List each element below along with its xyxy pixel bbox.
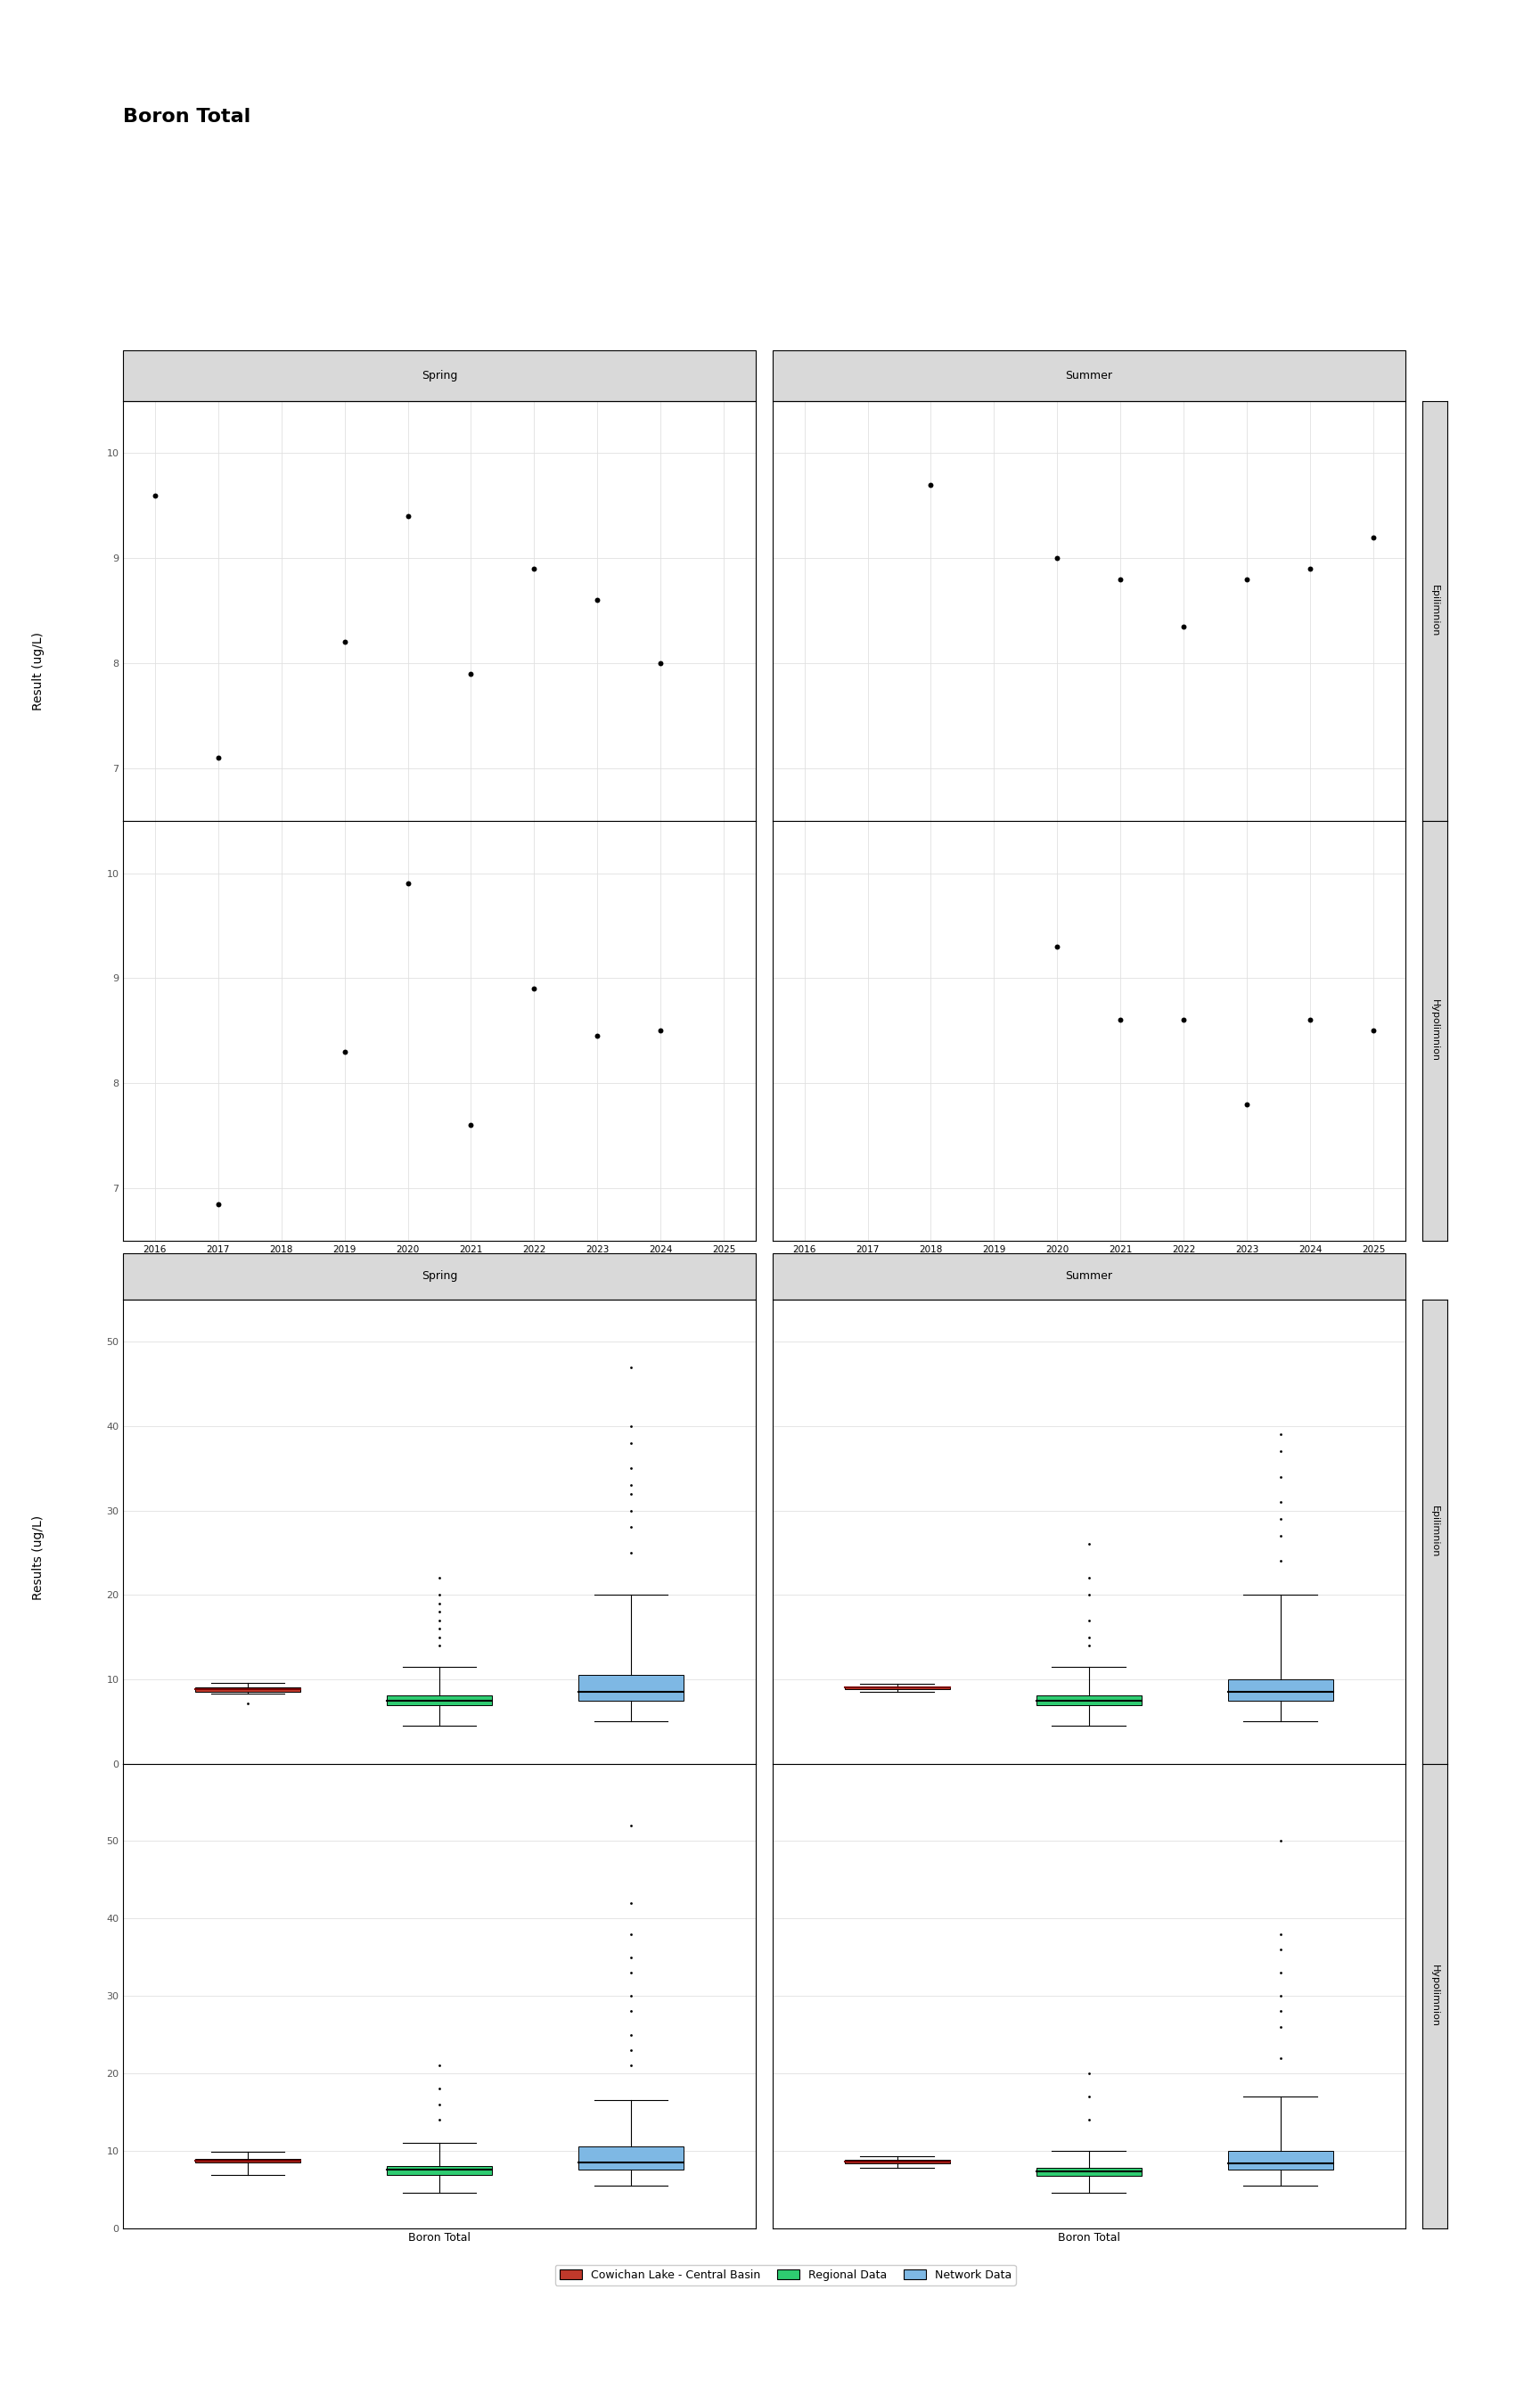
Point [333, 623, 357, 661]
Bar [387, 1696, 493, 1706]
Bar [1227, 2152, 1334, 2171]
Point [1172, 606, 1197, 645]
Point [585, 582, 610, 621]
Point [143, 477, 168, 515]
Bar [844, 1687, 950, 1689]
Text: Epilimnion: Epilimnion [1431, 585, 1440, 637]
Point [206, 1184, 231, 1222]
Point [1361, 1011, 1386, 1049]
Point [206, 738, 231, 776]
Point [585, 1016, 610, 1054]
Point [1109, 561, 1133, 599]
Bar [196, 1687, 300, 1692]
Bar [1036, 2168, 1141, 2176]
Point [333, 1033, 357, 1071]
Point [396, 865, 420, 903]
FancyBboxPatch shape [773, 1253, 1404, 1299]
Text: Hypolimnion: Hypolimnion [1431, 1965, 1440, 2027]
Bar [844, 2159, 950, 2164]
Text: Summer: Summer [1066, 1270, 1112, 1282]
Point [396, 496, 420, 534]
Point [1172, 1002, 1197, 1040]
Point [648, 1011, 673, 1049]
Bar [1227, 1680, 1334, 1701]
Point [1298, 549, 1323, 587]
Text: Results (ug/L): Results (ug/L) [32, 1514, 45, 1601]
Point [1046, 539, 1070, 577]
Bar [579, 1675, 684, 1701]
Text: Boron Total: Boron Total [123, 108, 251, 125]
Text: Epilimnion: Epilimnion [1431, 1505, 1440, 1557]
Bar [196, 2159, 300, 2161]
Point [1361, 518, 1386, 556]
Bar [579, 2147, 684, 2171]
Point [1109, 1002, 1133, 1040]
Point [1235, 561, 1260, 599]
FancyBboxPatch shape [773, 350, 1404, 400]
Point [459, 1107, 484, 1145]
Point [522, 549, 547, 587]
Point [1235, 1085, 1260, 1124]
Bar [387, 2166, 493, 2176]
Point [918, 465, 942, 503]
Text: Spring: Spring [422, 1270, 457, 1282]
Text: Comparison with Network Data: Comparison with Network Data [123, 1272, 430, 1289]
Point [459, 654, 484, 692]
Point [1046, 927, 1070, 966]
Legend: Cowichan Lake - Central Basin, Regional Data, Network Data: Cowichan Lake - Central Basin, Regional … [554, 2264, 1016, 2286]
Point [648, 645, 673, 683]
Bar [1036, 1696, 1141, 1706]
Text: Hypolimnion: Hypolimnion [1431, 999, 1440, 1061]
Text: Result (ug/L): Result (ug/L) [32, 633, 45, 709]
Point [1298, 1002, 1323, 1040]
FancyBboxPatch shape [123, 350, 756, 400]
FancyBboxPatch shape [123, 1253, 756, 1299]
Text: Summer: Summer [1066, 369, 1112, 381]
Text: Spring: Spring [422, 369, 457, 381]
Point [522, 970, 547, 1009]
